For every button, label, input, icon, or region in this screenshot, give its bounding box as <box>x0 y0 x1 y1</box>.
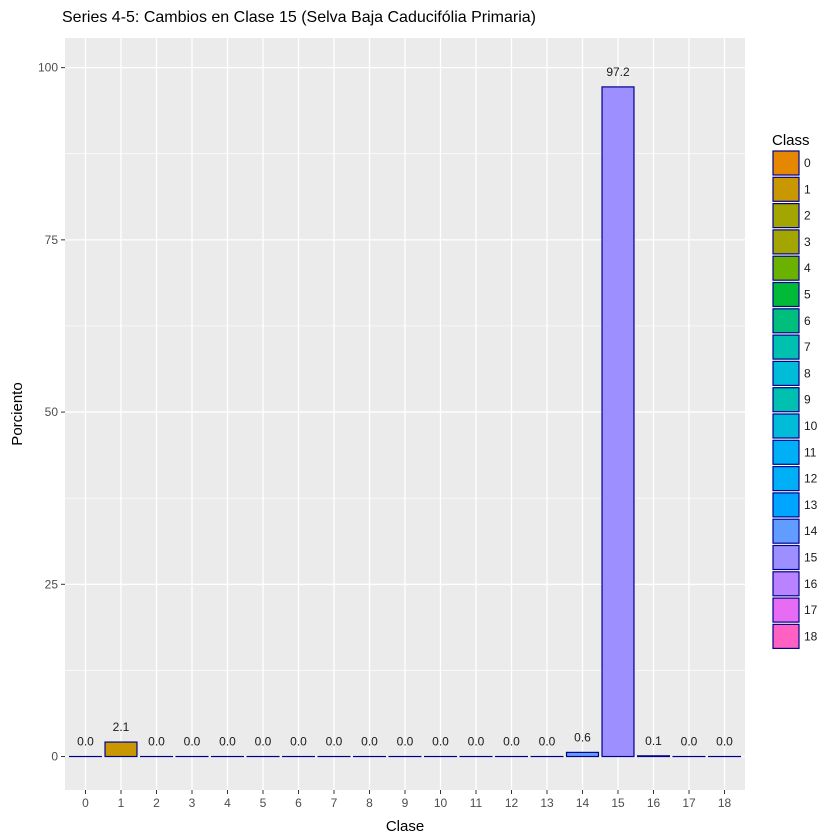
legend-key-17 <box>772 597 800 623</box>
legend-label-14: 14 <box>804 524 818 538</box>
x-tick-label: 17 <box>682 796 696 810</box>
legend-key-3 <box>772 229 800 255</box>
x-axis-title: Clase <box>386 818 424 835</box>
legend-label-10: 10 <box>804 419 818 433</box>
y-axis-ticks: 0 25 50 75 100 <box>38 61 65 764</box>
legend-key-7 <box>772 334 800 360</box>
legend-label-0: 0 <box>804 156 811 170</box>
data-label-15: 97.2 <box>606 65 630 79</box>
legend-key-12 <box>772 466 800 492</box>
bar-14 <box>565 751 600 758</box>
legend-label-4: 4 <box>804 261 811 275</box>
data-label-10: 0.0 <box>432 735 449 749</box>
legend-key-2 <box>772 203 800 229</box>
x-tick-label: 14 <box>576 796 590 810</box>
bar-15 <box>601 86 635 758</box>
x-tick-label: 9 <box>402 796 409 810</box>
legend-key-18 <box>772 623 800 650</box>
x-tick-label: 5 <box>260 796 267 810</box>
x-tick-label: 18 <box>718 796 732 810</box>
y-tick-label: 50 <box>45 405 59 419</box>
legend-key-14 <box>772 518 800 544</box>
legend-key-1 <box>772 176 800 202</box>
data-labels: 0.0 2.1 0.0 0.0 0.0 0.0 0.0 0.0 0.0 0.0 0.0 0.0 0.0 0… <box>77 65 733 749</box>
bar-16 <box>636 755 671 758</box>
legend-key-8 <box>772 360 800 386</box>
data-label-12: 0.0 <box>503 735 520 749</box>
legend-label-7: 7 <box>804 340 811 354</box>
legend-key-15 <box>772 544 800 571</box>
data-label-17: 0.0 <box>681 735 698 749</box>
x-axis-ticks: 0 1 2 3 4 5 6 7 8 9 10 11 12 13 14 15 16 17 18 <box>82 790 731 810</box>
x-tick-label: 11 <box>470 796 483 810</box>
x-tick-label: 4 <box>224 796 231 810</box>
legend-label-17: 17 <box>804 603 818 617</box>
data-label-6: 0.0 <box>290 735 307 749</box>
legend-key-5 <box>772 281 800 308</box>
data-label-4: 0.0 <box>219 735 236 749</box>
data-label-5: 0.0 <box>255 735 272 749</box>
x-tick-label: 7 <box>331 796 338 810</box>
data-label-3: 0.0 <box>184 735 201 749</box>
legend-key-11 <box>772 439 800 465</box>
y-tick-label: 0 <box>51 750 58 764</box>
legend-label-6: 6 <box>804 314 811 328</box>
legend-key-13 <box>772 492 800 518</box>
bar-1 <box>104 741 138 758</box>
data-label-9: 0.0 <box>397 735 414 749</box>
legend-key-6 <box>772 308 800 334</box>
legend-label-15: 15 <box>804 551 818 565</box>
data-label-18: 0.0 <box>716 735 733 749</box>
legend-label-5: 5 <box>804 288 811 302</box>
x-tick-label: 10 <box>434 796 448 810</box>
legend-label-2: 2 <box>804 209 811 223</box>
x-tick-label: 3 <box>189 796 196 810</box>
data-label-16: 0.1 <box>645 734 662 748</box>
y-tick-label: 75 <box>45 233 59 247</box>
x-tick-label: 1 <box>118 796 125 810</box>
legend-label-3: 3 <box>804 235 811 249</box>
x-tick-label: 13 <box>540 796 554 810</box>
legend-label-16: 16 <box>804 577 818 591</box>
data-label-8: 0.0 <box>361 735 378 749</box>
data-label-7: 0.0 <box>326 735 343 749</box>
data-label-1: 2.1 <box>113 720 130 734</box>
legend-title: Class <box>772 132 810 149</box>
x-tick-label: 6 <box>295 796 302 810</box>
legend-label-12: 12 <box>804 472 818 486</box>
x-tick-label: 15 <box>611 796 625 810</box>
data-label-14: 0.6 <box>574 730 591 744</box>
data-label-11: 0.0 <box>468 735 485 749</box>
data-label-13: 0.0 <box>539 735 556 749</box>
x-tick-label: 2 <box>153 796 160 810</box>
legend-key-9 <box>772 387 800 413</box>
data-label-2: 0.0 <box>148 735 165 749</box>
y-tick-label: 100 <box>38 61 58 75</box>
x-tick-label: 8 <box>366 796 373 810</box>
chart-title: Series 4-5: Cambios en Clase 15 (Selva B… <box>62 9 536 26</box>
legend-label-18: 18 <box>804 629 818 643</box>
y-axis-title: Porciento <box>9 382 26 445</box>
legend-label-1: 1 <box>804 182 811 196</box>
legend-key-0 <box>772 150 800 176</box>
legend-key-10 <box>772 413 800 439</box>
legend-label-13: 13 <box>804 498 818 512</box>
legend-label-8: 8 <box>804 366 811 380</box>
legend-key-4 <box>772 255 800 281</box>
data-label-0: 0.0 <box>77 735 94 749</box>
legend-label-11: 11 <box>804 445 817 459</box>
x-tick-label: 0 <box>82 796 89 810</box>
bars <box>68 86 742 758</box>
y-tick-label: 25 <box>45 577 59 591</box>
x-tick-label: 12 <box>505 796 519 810</box>
legend-label-9: 9 <box>804 393 811 407</box>
grid-lines <box>65 38 745 790</box>
legend-key-16 <box>772 571 800 597</box>
x-tick-label: 16 <box>647 796 661 810</box>
